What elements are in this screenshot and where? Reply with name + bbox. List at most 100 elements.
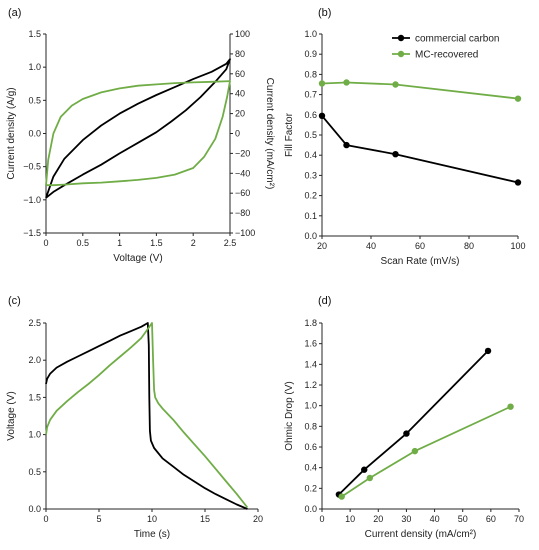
y-tick-label: −1.5: [23, 228, 41, 238]
y2-tick-label: 40: [235, 89, 245, 99]
y-tick-label: 0.6: [304, 442, 317, 452]
data-point-black: [392, 150, 399, 158]
data-point-green: [514, 95, 522, 102]
x-tick-label: 2: [191, 238, 196, 248]
data-point-green: [338, 493, 345, 500]
y-tick-label: 0.5: [28, 95, 41, 105]
x-tick-label: 30: [401, 514, 411, 524]
y2-tick-label: 60: [235, 69, 245, 79]
x-tick-label: 60: [415, 241, 425, 251]
y-tick-label: 0.0: [304, 231, 317, 241]
y-tick-label: 1.0: [304, 29, 317, 39]
y-tick-label: 1.0: [304, 401, 317, 411]
x-tick-label: 0: [319, 514, 324, 524]
x-tick-label: 2.5: [224, 238, 237, 248]
data-point-black: [403, 430, 410, 437]
y-tick-label: 0.2: [304, 483, 317, 493]
data-point-green: [318, 80, 326, 87]
y-tick-label: 1.5: [28, 29, 41, 39]
x-axis-title: Scan Rate (mV/s): [381, 256, 460, 267]
panel-c-charge-discharge: (c) 0 5 10 15 20 0.0 0.5 1.0 1.5 2.0 2.5 Time (s) Vol…: [6, 295, 263, 540]
x-tick-label: 60: [486, 514, 496, 524]
x-tick-label: 100: [510, 241, 525, 251]
data-point-green: [507, 403, 514, 410]
x-tick-label: 80: [464, 241, 474, 251]
x-tick-label: 10: [345, 514, 355, 524]
data-point-green: [343, 79, 350, 86]
series-line-black: [338, 350, 489, 496]
data-point-black: [343, 141, 350, 149]
data-point-green: [411, 447, 419, 455]
y-axis-title: Fill Factor: [284, 112, 295, 157]
series-line-black: [45, 58, 231, 199]
y-tick-label: 0.4: [304, 463, 317, 473]
series-line-black: [321, 115, 519, 184]
x-tick-label: 20: [253, 514, 263, 524]
y2-tick-label: 80: [235, 49, 245, 59]
x-tick-label: 1.5: [150, 238, 163, 248]
y-tick-label: 0.9: [304, 49, 317, 59]
series-line-green: [45, 322, 249, 509]
y2-tick-label: 100: [235, 29, 250, 39]
data-point-green: [392, 81, 399, 88]
y-tick-label: 1.0: [28, 430, 41, 440]
x-tick-label: 50: [458, 514, 468, 524]
y-tick-label: 0.5: [304, 130, 317, 140]
y-tick-label: 0.1: [304, 211, 317, 221]
series-line-green: [45, 80, 231, 187]
x-axis-title: Time (s): [134, 529, 170, 540]
x-tick-label: 15: [200, 514, 210, 524]
series-line-black: [45, 322, 248, 510]
y-tick-label: 0.8: [304, 69, 317, 79]
data-point-black: [484, 347, 492, 355]
y-tick-label: 0.0: [28, 504, 41, 514]
panel-b-fill-factor: (b) 20 40 60 80 100 0.0 0.1 0.2 0.3 0.4 0.5 0.6 0.7 0.…: [284, 7, 526, 267]
panel-a-voltammetry: (a) 0 0.5 1 1.5 2 2.5 −1.5 −1.0 −0.5 0.0 0.5 1.0 1.5 −…: [6, 7, 275, 264]
y-tick-label: 1.0: [28, 62, 41, 72]
x-tick-label: 20: [373, 514, 383, 524]
y-axis-title: Current density (A/g): [6, 87, 17, 179]
y-tick-label: 2.5: [28, 318, 41, 328]
y-tick-label: 1.4: [304, 359, 317, 369]
y2-tick-label: −80: [235, 208, 250, 218]
x-tick-label: 1: [117, 238, 122, 248]
y2-tick-label: −60: [235, 188, 250, 198]
series-line-green: [341, 405, 511, 498]
x-tick-label: 70: [514, 514, 524, 524]
y-axis-title: Voltage (V): [6, 391, 17, 440]
x-tick-label: 40: [366, 241, 376, 251]
legend-label: MC-recovered: [415, 50, 478, 61]
y-tick-label: 0.0: [28, 129, 41, 139]
y-tick-label: 1.6: [304, 339, 317, 349]
panel-label-a: (a): [8, 7, 21, 19]
data-point-black: [318, 112, 326, 120]
y-tick-label: 2.0: [28, 355, 41, 365]
legend-swatch-marker: [397, 34, 405, 42]
x-tick-label: 0: [43, 238, 48, 248]
y-tick-label: 0.8: [304, 421, 317, 431]
y-tick-label: −1.0: [23, 195, 41, 205]
legend-label: commercial carbon: [415, 34, 499, 45]
x-tick-label: 10: [147, 514, 157, 524]
y2-tick-label: −100: [235, 228, 255, 238]
y-tick-label: 0.2: [304, 191, 317, 201]
y2-tick-label: 0: [235, 129, 240, 139]
y-tick-label: 0.3: [304, 170, 317, 180]
data-point-green: [366, 474, 374, 482]
x-tick-label: 5: [96, 514, 101, 524]
y2-tick-label: 20: [235, 109, 245, 119]
panel-label-b: (b): [318, 7, 331, 19]
y-tick-label: −0.5: [23, 162, 41, 172]
y-tick-label: 1.5: [28, 392, 41, 402]
legend-swatch-marker: [397, 50, 405, 58]
panel-d-ohmic-drop: (d) 0 10 20 30 40 50 60 70 0.0 0.2 0.4 0.6 0.8 1.0 1.2 1…: [284, 295, 524, 540]
y-tick-label: 0.6: [304, 110, 317, 120]
y-axis-title: Ohmic Drop (V): [284, 381, 295, 450]
panel-label-d: (d): [318, 295, 331, 307]
x-axis-title: Voltage (V): [113, 253, 162, 264]
series-line-green: [321, 81, 519, 100]
y-tick-label: 0.4: [304, 150, 317, 160]
data-point-black: [361, 466, 368, 473]
x-tick-label: 20: [317, 241, 327, 251]
